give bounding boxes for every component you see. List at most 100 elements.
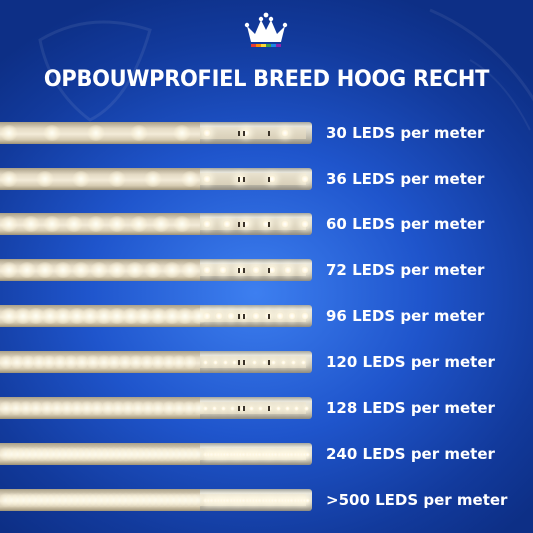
led-chip (261, 359, 267, 365)
diffused-led-glow (91, 400, 104, 416)
led-chip (268, 266, 276, 274)
diffused-led-glow (81, 400, 94, 416)
diffused-led-glow (50, 400, 63, 416)
led-density-label: >500 LEDS per meter (326, 491, 508, 509)
led-chip (254, 497, 260, 503)
led-strip-image (0, 397, 312, 419)
led-chip (257, 497, 263, 503)
led-chip (295, 497, 301, 503)
diffused-led-glow (40, 308, 59, 324)
diffused-led-glow (162, 262, 181, 278)
resistor-mark (238, 406, 240, 411)
diffused-led-glow (20, 400, 33, 416)
diffused-led-glow (182, 400, 195, 416)
diffused-led-glow (173, 354, 186, 370)
diffuser-cover (0, 259, 200, 281)
led-chip (215, 451, 221, 457)
diffused-led-glow (75, 354, 88, 370)
diffused-led-glow (21, 354, 34, 370)
diffused-led-glow (0, 171, 18, 187)
led-chip (276, 497, 282, 503)
led-chip (251, 312, 260, 320)
led-chip (299, 497, 304, 503)
diffused-led-glow (108, 262, 127, 278)
led-strip-image (0, 305, 312, 327)
rainbow-segment (271, 44, 276, 47)
resistor-mark (243, 406, 245, 411)
led-chip (268, 175, 276, 183)
led-chip (251, 451, 256, 457)
led-chip (241, 451, 247, 457)
diffused-led-glow (90, 262, 109, 278)
led-strip-image (0, 259, 312, 281)
led-chip (203, 175, 211, 183)
led-density-label: 30 LEDS per meter (326, 124, 485, 142)
led-chip (203, 359, 208, 365)
led-density-label: 72 LEDS per meter (326, 261, 485, 279)
diffused-led-glow (108, 354, 121, 370)
diffused-led-glow (67, 308, 86, 324)
diffused-led-glow (54, 354, 67, 370)
led-strip-row: 128 LEDS per meter (0, 385, 533, 431)
led-chip (276, 312, 285, 320)
diffused-led-glow (54, 262, 73, 278)
led-chip (242, 220, 250, 228)
rainbow-bar (251, 44, 281, 47)
led-chip (273, 451, 279, 457)
led-chip (286, 497, 292, 503)
led-chip (247, 451, 253, 457)
led-chip (305, 497, 311, 503)
pcb-strip (200, 173, 306, 185)
led-chip (276, 451, 282, 457)
led-chip (206, 497, 212, 503)
led-chip (300, 220, 309, 228)
led-chip (209, 497, 215, 503)
led-chip (230, 405, 236, 411)
led-chip (203, 497, 208, 503)
diffused-led-glow (152, 400, 165, 416)
led-chip (300, 359, 306, 365)
led-chip (212, 451, 218, 457)
diffused-led-glow (144, 171, 163, 187)
diffused-led-glow (60, 400, 73, 416)
resistor-mark (238, 268, 240, 273)
led-chip (292, 451, 298, 457)
led-chip (273, 497, 279, 503)
diffused-led-glow (18, 262, 37, 278)
led-density-label: 240 LEDS per meter (326, 445, 495, 463)
led-chip (299, 451, 304, 457)
led-chip (295, 451, 301, 457)
diffused-led-glow (86, 354, 99, 370)
led-chip (203, 451, 208, 457)
diffused-led-glow (140, 354, 153, 370)
led-chip (251, 497, 256, 503)
led-strip-row: 60 LEDS per meter (0, 201, 533, 247)
resistor-mark (268, 222, 270, 227)
led-chip (239, 405, 245, 411)
led-chip (222, 220, 231, 228)
diffused-led-glow (130, 125, 148, 141)
led-chip (267, 497, 272, 503)
diffused-led-glow (130, 216, 148, 232)
led-chip (247, 497, 253, 503)
led-strip-row: 240 LEDS per meter (0, 431, 533, 477)
diffused-led-glow (40, 400, 53, 416)
diffuser-cover (0, 122, 200, 144)
led-chip (286, 451, 292, 457)
led-chip (257, 405, 263, 411)
diffused-led-glow (151, 216, 170, 232)
diffused-led-glow (21, 216, 40, 232)
diffused-led-glow (162, 354, 175, 370)
led-chip (279, 497, 285, 503)
diffused-led-glow (132, 400, 145, 416)
diffused-led-glow (151, 354, 164, 370)
diffused-led-glow (13, 308, 32, 324)
diffuser-cover (0, 489, 204, 511)
led-chip (219, 451, 224, 457)
resistor-mark (243, 314, 245, 319)
diffused-led-glow (97, 354, 110, 370)
led-strip-image (0, 122, 312, 144)
led-strip-row: 30 LEDS per meter (0, 110, 533, 156)
diffused-led-glow (36, 171, 55, 187)
led-density-label: 60 LEDS per meter (326, 215, 485, 233)
